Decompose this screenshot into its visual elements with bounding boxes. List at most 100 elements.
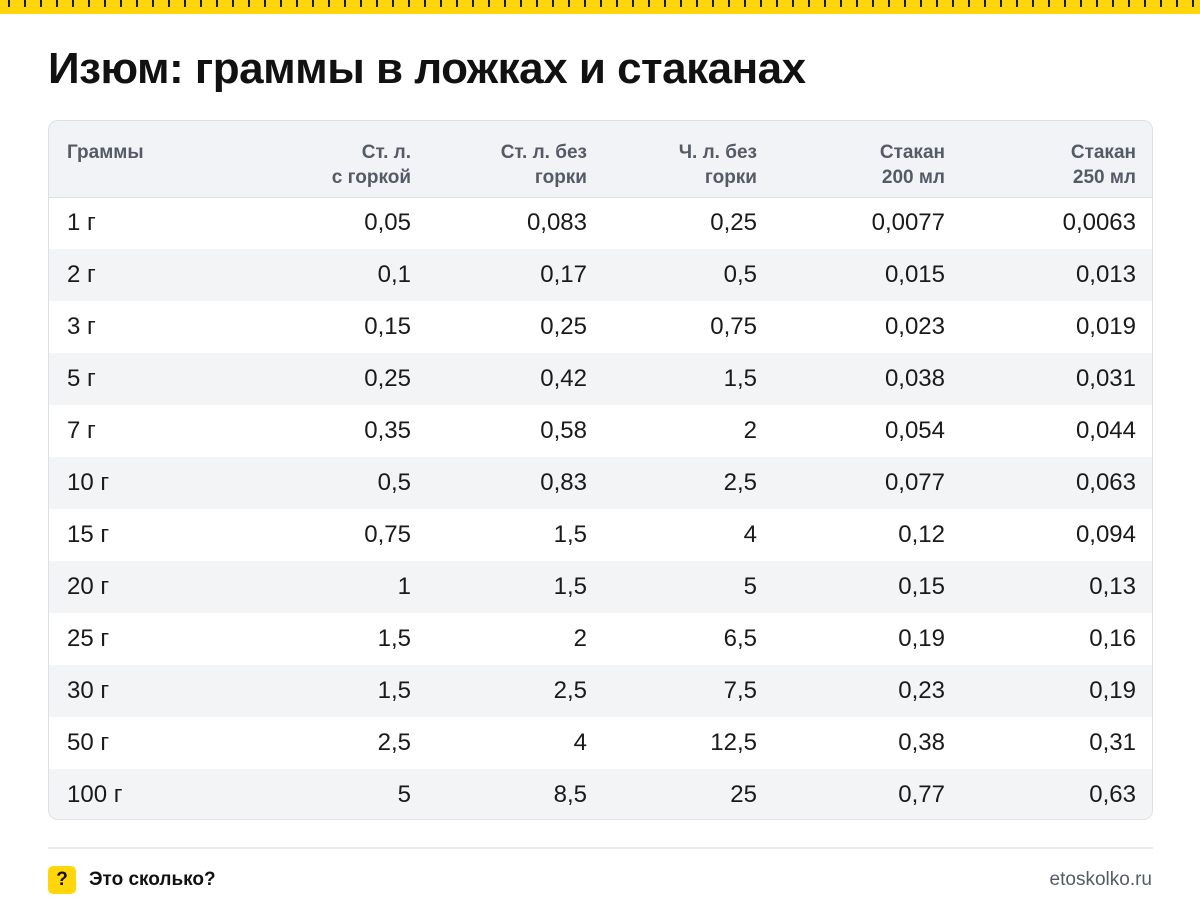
- value-cell: 0,044: [1075, 417, 1136, 444]
- value-cell: 4: [743, 521, 757, 548]
- table-row: 3 г 0,15 0,25 0,75 0,023 0,019: [49, 301, 1152, 353]
- value-cell: 0,077: [884, 469, 945, 496]
- value-cell: 0,25: [710, 209, 757, 237]
- value-cell: 1,5: [553, 521, 587, 548]
- value-cell: 0,25: [540, 313, 587, 340]
- grams-cell: 20 г: [67, 573, 110, 600]
- ruler-decoration: [0, 0, 1200, 14]
- conversion-table: Граммы Ст. л. с горкой Ст. л. без горки Ч. л.…: [48, 120, 1153, 820]
- value-cell: 5: [743, 573, 757, 600]
- value-cell: 0,013: [1075, 261, 1136, 288]
- value-cell: 2: [743, 417, 757, 444]
- value-cell: 8,5: [553, 781, 587, 808]
- value-cell: 1,5: [377, 677, 411, 704]
- value-cell: 4: [573, 729, 587, 756]
- column-header-line: Стакан: [1070, 142, 1136, 163]
- value-cell: 0,063: [1075, 469, 1136, 496]
- value-cell: 0,77: [898, 781, 945, 808]
- column-header-line: с горкой: [331, 167, 411, 188]
- value-cell: 1,5: [723, 365, 757, 392]
- value-cell: 0,75: [710, 313, 757, 340]
- column-header: Граммы: [49, 121, 199, 197]
- grams-cell: 10 г: [67, 469, 110, 496]
- grams-cell: 25 г: [67, 625, 110, 652]
- grams-cell: 50 г: [67, 729, 110, 756]
- value-cell: 0,25: [364, 365, 411, 392]
- value-cell: 0,31: [1089, 729, 1136, 756]
- grams-cell: 2 г: [67, 261, 96, 288]
- grams-cell: 100 г: [67, 781, 123, 808]
- table-row: 7 г 0,35 0,58 2 0,054 0,044: [49, 405, 1152, 457]
- table-row: 2 г 0,1 0,17 0,5 0,015 0,013: [49, 249, 1152, 301]
- table-row: 5 г 0,25 0,42 1,5 0,038 0,031: [49, 353, 1152, 405]
- site-link[interactable]: etoskolko.ru: [1049, 869, 1152, 890]
- value-cell: 2,5: [377, 729, 411, 756]
- value-cell: 0,038: [884, 365, 945, 392]
- value-cell: 1: [397, 573, 411, 600]
- question-mark-icon: ?: [48, 866, 76, 894]
- column-header: Ст. л. без горки: [411, 121, 587, 197]
- value-cell: 0,019: [1075, 313, 1136, 340]
- value-cell: 0,12: [898, 521, 945, 548]
- value-cell: 1,5: [553, 573, 587, 600]
- value-cell: 0,031: [1075, 365, 1136, 392]
- value-cell: 1,5: [377, 625, 411, 652]
- column-header: Стакан 200 мл: [757, 121, 945, 197]
- value-cell: 0,1: [377, 261, 411, 288]
- value-cell: 0,63: [1089, 781, 1136, 808]
- value-cell: 0,17: [540, 261, 587, 288]
- value-cell: 0,23: [898, 677, 945, 704]
- value-cell: 0,15: [898, 573, 945, 600]
- value-cell: 0,083: [526, 209, 587, 237]
- column-header: Стакан 250 мл: [945, 121, 1152, 197]
- value-cell: 5: [397, 781, 411, 808]
- value-cell: 0,42: [540, 365, 587, 392]
- value-cell: 0,35: [364, 417, 411, 444]
- brand-name: Это сколько?: [89, 869, 216, 890]
- column-header-line: Ч. л. без: [678, 142, 757, 163]
- value-cell: 0,0077: [871, 209, 945, 237]
- column-header-line: 200 мл: [881, 167, 945, 188]
- value-cell: 12,5: [710, 729, 757, 756]
- value-cell: 0,05: [364, 209, 411, 237]
- table-row: 50 г 2,5 4 12,5 0,38 0,31: [49, 717, 1152, 769]
- footer-divider: [48, 847, 1153, 849]
- table-body: 1 г 0,05 0,083 0,25 0,0077 0,0063 2 г 0,1 0,17 0,…: [49, 197, 1152, 819]
- grams-cell: 3 г: [67, 313, 96, 340]
- value-cell: 2,5: [553, 677, 587, 704]
- column-header-line: Стакан: [879, 142, 945, 163]
- value-cell: 0,0063: [1062, 209, 1136, 237]
- value-cell: 7,5: [723, 677, 757, 704]
- value-cell: 25: [730, 781, 757, 808]
- grams-cell: 15 г: [67, 521, 110, 548]
- table-row: 100 г 5 8,5 25 0,77 0,63: [49, 769, 1152, 819]
- value-cell: 0,19: [1089, 677, 1136, 704]
- column-header-line: Граммы: [67, 142, 144, 163]
- table-row: 1 г 0,05 0,083 0,25 0,0077 0,0063: [49, 197, 1152, 249]
- column-header-line: горки: [534, 167, 587, 188]
- value-cell: 0,054: [884, 417, 945, 444]
- value-cell: 0,19: [898, 625, 945, 652]
- value-cell: 0,094: [1075, 521, 1136, 548]
- table-row: 30 г 1,5 2,5 7,5 0,23 0,19: [49, 665, 1152, 717]
- column-header-line: 250 мл: [1072, 167, 1136, 188]
- grams-cell: 30 г: [67, 677, 110, 704]
- grams-cell: 1 г: [67, 209, 96, 237]
- grams-cell: 7 г: [67, 417, 96, 444]
- value-cell: 6,5: [723, 625, 757, 652]
- column-header-line: Ст. л.: [361, 142, 411, 163]
- grams-cell: 5 г: [67, 365, 96, 392]
- value-cell: 2,5: [723, 469, 757, 496]
- value-cell: 0,38: [898, 729, 945, 756]
- table-row: 25 г 1,5 2 6,5 0,19 0,16: [49, 613, 1152, 665]
- value-cell: 0,023: [884, 313, 945, 340]
- value-cell: 0,5: [377, 469, 411, 496]
- value-cell: 0,5: [723, 261, 757, 288]
- value-cell: 2: [573, 625, 587, 652]
- column-header-line: Ст. л. без: [500, 142, 587, 163]
- column-header-line: горки: [704, 167, 757, 188]
- page-title: Изюм: граммы в ложках и стаканах: [48, 44, 806, 93]
- value-cell: 0,58: [540, 417, 587, 444]
- column-header: Ч. л. без горки: [587, 121, 757, 197]
- value-cell: 0,16: [1089, 625, 1136, 652]
